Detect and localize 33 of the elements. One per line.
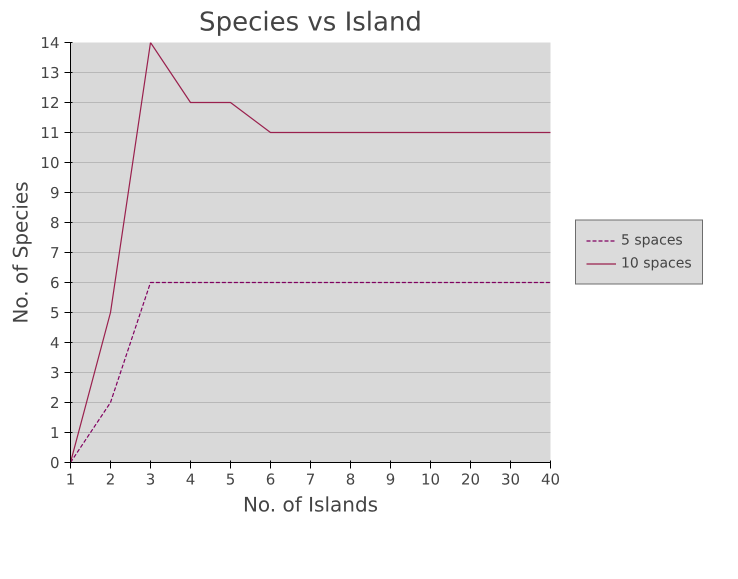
y-axis-title: No. of Species [8,181,32,324]
x-tick-label: 20 [460,470,480,488]
x-tick-label: 3 [146,470,156,488]
y-tick-label: 13 [40,64,60,82]
x-axis-title: No. of Islands [242,492,378,516]
y-tick-label: 2 [50,394,60,412]
x-tick-label: 30 [500,470,520,488]
y-tick-label: 1 [50,424,60,442]
y-tick-label: 6 [50,274,60,292]
y-tick-label: 10 [40,154,60,172]
legend-label: 5 spaces [621,232,683,248]
x-tick-label: 6 [266,470,276,488]
y-tick-label: 12 [40,94,60,112]
chart-title: Species vs Island [199,8,422,38]
x-tick-label: 7 [306,470,316,488]
y-tick-label: 7 [50,244,60,262]
y-tick-label: 8 [50,214,60,232]
y-tick-label: 0 [50,454,60,472]
x-tick-label: 4 [186,470,196,488]
x-tick-label: 5 [226,470,236,488]
x-tick-label: 8 [346,470,356,488]
x-tick-label: 9 [386,470,396,488]
y-tick-label: 11 [40,124,60,142]
y-tick-label: 4 [50,334,60,352]
y-tick-label: 5 [50,304,60,322]
y-tick-label: 9 [50,184,60,202]
y-tick-label: 14 [40,34,60,52]
x-tick-label: 1 [66,470,76,488]
y-tick-label: 3 [50,364,60,382]
x-tick-label: 10 [420,470,440,488]
x-tick-label: 40 [540,470,560,488]
legend-label: 10 spaces [621,256,692,272]
x-tick-label: 2 [106,470,116,488]
